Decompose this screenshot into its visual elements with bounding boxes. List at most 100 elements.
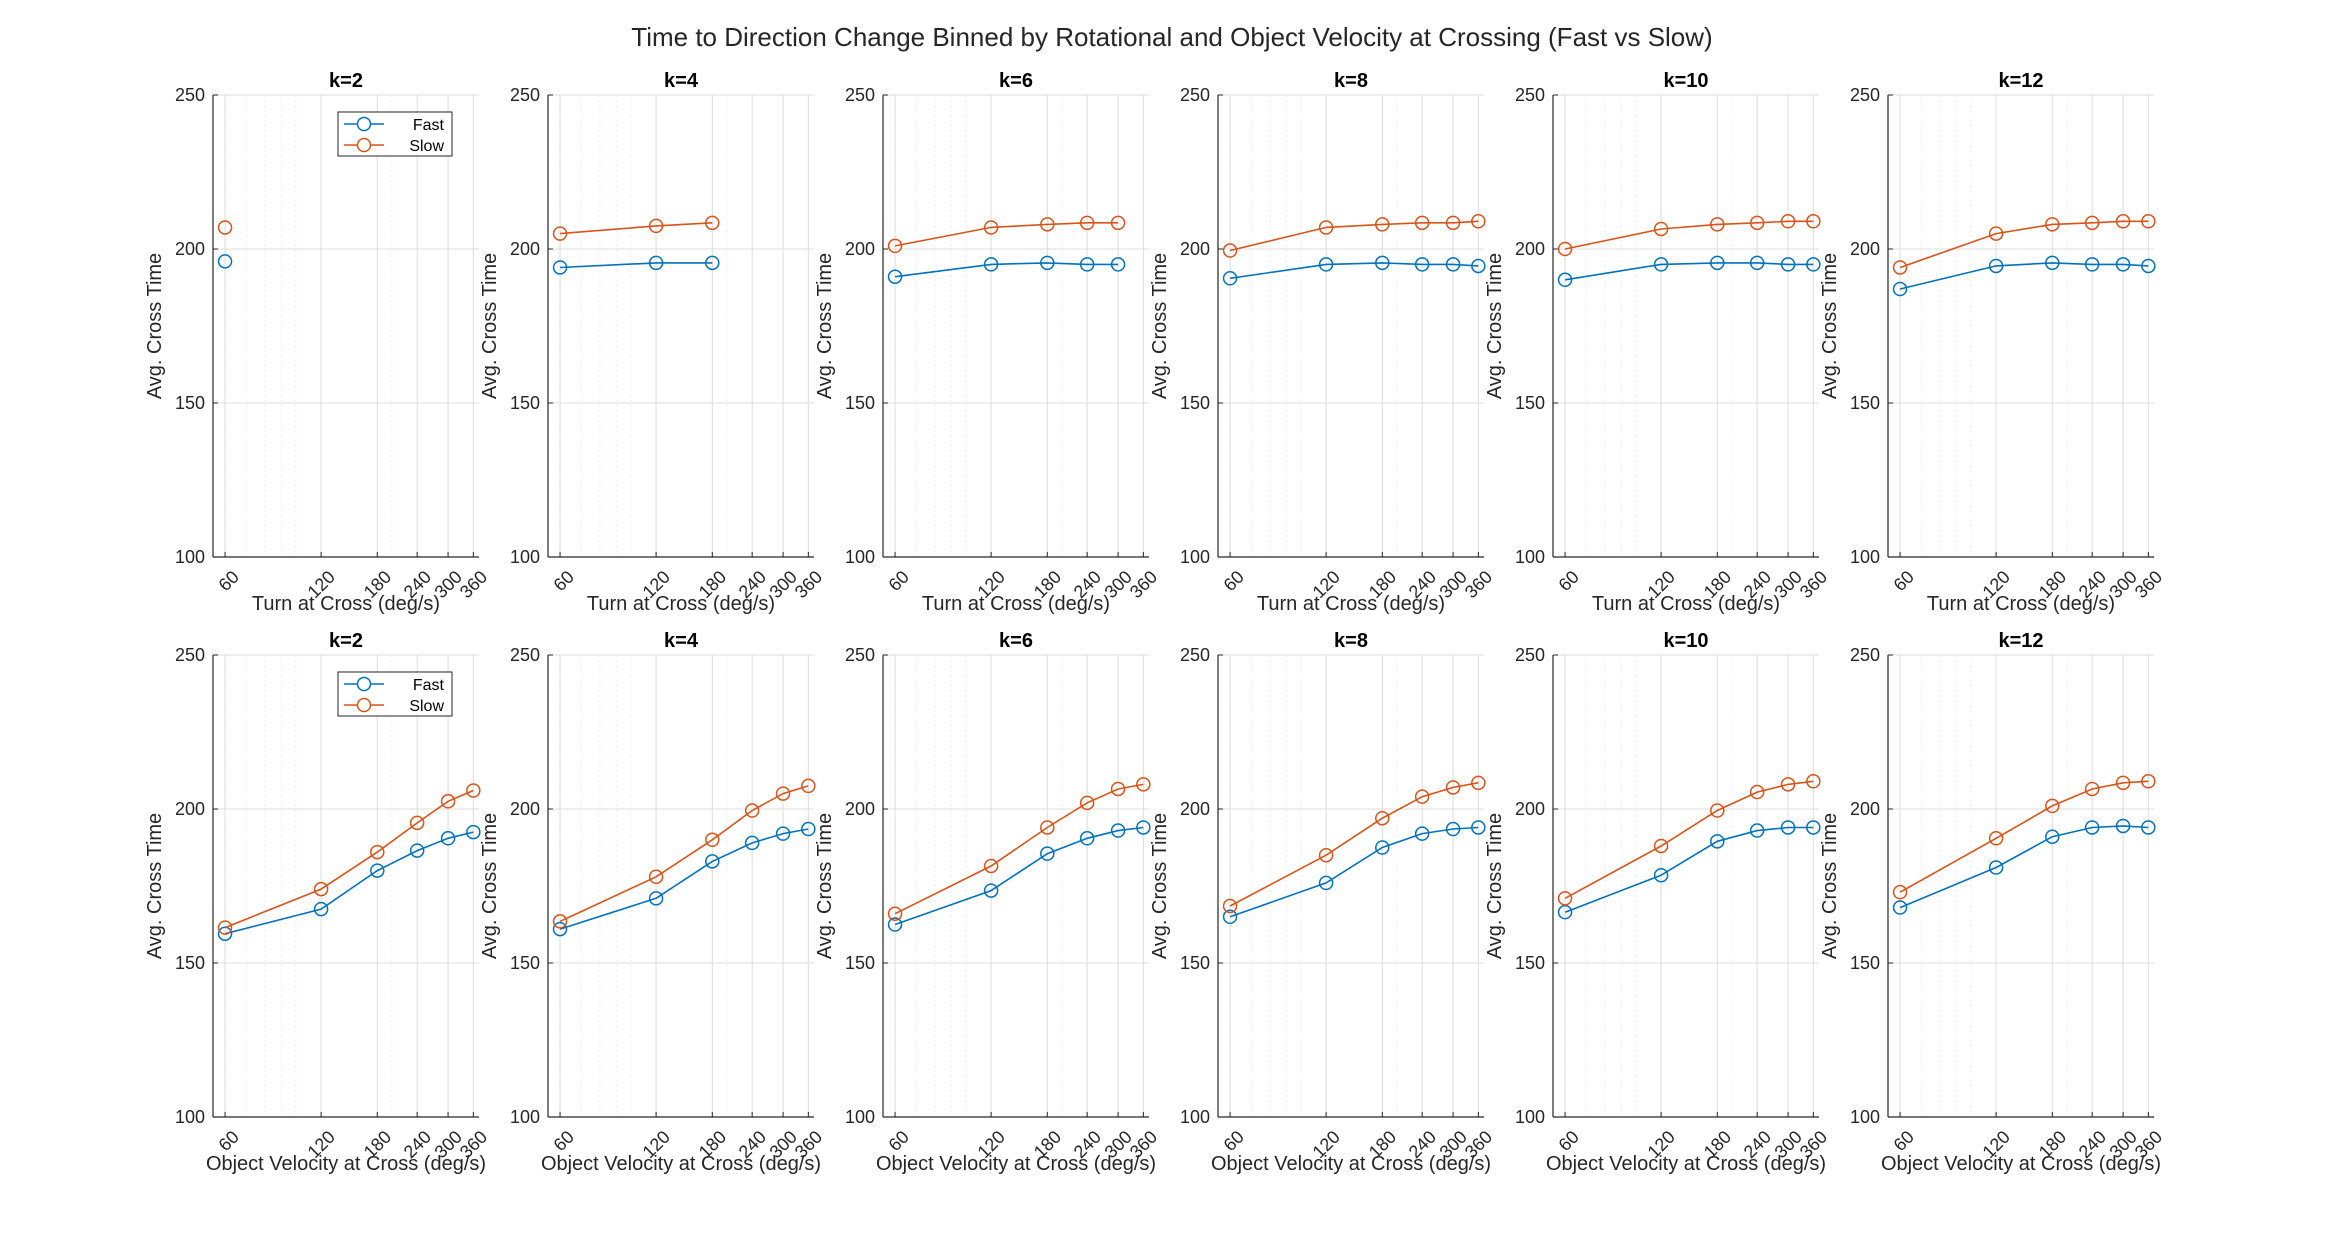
series-line-slow bbox=[559, 785, 809, 923]
y-tick-label: 150 bbox=[845, 393, 875, 413]
series-line-slow bbox=[1229, 782, 1479, 907]
x-axis-label: Object Velocity at Cross (deg/s) bbox=[876, 1153, 1156, 1175]
data-point-fast bbox=[1988, 860, 2004, 875]
data-point-slow bbox=[1445, 780, 1461, 795]
data-point-slow bbox=[1040, 217, 1055, 232]
y-tick-label: 150 bbox=[1850, 393, 1880, 413]
y-tick-label: 150 bbox=[1180, 393, 1210, 413]
data-point-slow bbox=[1988, 831, 2004, 846]
legend-marker-fast bbox=[356, 676, 372, 692]
x-tick-label: 60 bbox=[1890, 567, 1918, 595]
plot-area bbox=[883, 655, 1149, 1117]
data-point-fast bbox=[1988, 258, 2004, 274]
data-point-fast bbox=[1079, 257, 1095, 272]
data-point-fast bbox=[1375, 840, 1390, 855]
y-axis-label: Avg. Cross Time bbox=[1149, 253, 1171, 399]
data-point-fast bbox=[1318, 875, 1334, 891]
y-tick-label: 150 bbox=[510, 953, 540, 973]
data-point-fast bbox=[1222, 271, 1238, 286]
data-point-slow bbox=[217, 220, 233, 235]
x-axis-label: Turn at Cross (deg/s) bbox=[1592, 593, 1780, 615]
data-point-slow bbox=[1710, 217, 1725, 232]
figure-title: Time to Direction Change Binned by Rotat… bbox=[631, 22, 1713, 52]
x-tick-label: 360 bbox=[1461, 567, 1496, 602]
data-point-slow bbox=[1375, 217, 1390, 232]
subplot-title: k=8 bbox=[1334, 630, 1368, 652]
legend-box bbox=[337, 671, 453, 717]
data-point-fast bbox=[1806, 257, 1821, 272]
data-point-slow bbox=[1471, 214, 1486, 229]
y-tick-label: 250 bbox=[510, 645, 540, 665]
series-line-fast bbox=[1899, 262, 2149, 290]
data-point-slow bbox=[1780, 214, 1796, 229]
data-point-fast bbox=[1414, 826, 1430, 841]
data-point-fast bbox=[1414, 257, 1430, 272]
x-tick-label: 360 bbox=[2131, 567, 2166, 602]
data-point-fast bbox=[409, 843, 425, 858]
data-point-fast bbox=[1375, 255, 1390, 271]
data-point-fast bbox=[983, 883, 999, 898]
data-point-slow bbox=[887, 238, 903, 254]
subplot-title: k=2 bbox=[329, 630, 363, 652]
y-tick-label: 100 bbox=[510, 547, 540, 567]
data-point-fast bbox=[1780, 257, 1796, 272]
y-tick-label: 250 bbox=[175, 85, 205, 105]
data-point-slow bbox=[409, 815, 425, 831]
y-tick-label: 100 bbox=[1180, 547, 1210, 567]
data-point-fast bbox=[1079, 831, 1095, 846]
y-tick-label: 250 bbox=[1515, 645, 1545, 665]
data-point-slow bbox=[1318, 847, 1334, 863]
x-tick-label: 60 bbox=[1555, 1127, 1583, 1155]
data-point-slow bbox=[1222, 898, 1238, 914]
series-line-fast bbox=[1564, 262, 1814, 281]
data-point-slow bbox=[1892, 260, 1908, 275]
data-point-fast bbox=[1749, 823, 1765, 838]
x-tick-label: 60 bbox=[215, 567, 243, 595]
series-line-fast bbox=[560, 262, 713, 269]
data-point-fast bbox=[2045, 255, 2060, 271]
y-tick-label: 250 bbox=[845, 645, 875, 665]
data-point-slow bbox=[1414, 789, 1430, 804]
data-point-slow bbox=[2115, 775, 2131, 791]
plot-area bbox=[548, 95, 814, 557]
data-point-fast bbox=[1040, 846, 1055, 861]
x-axis-label: Object Velocity at Cross (deg/s) bbox=[1211, 1153, 1491, 1175]
y-axis-label: Avg. Cross Time bbox=[479, 813, 501, 959]
data-point-fast bbox=[370, 863, 385, 878]
x-tick-label: 60 bbox=[1890, 1127, 1918, 1155]
data-point-fast bbox=[887, 269, 903, 284]
data-point-slow bbox=[887, 906, 903, 921]
subplot-title: k=6 bbox=[999, 630, 1033, 652]
data-point-slow bbox=[1110, 215, 1126, 231]
y-axis-label: Avg. Cross Time bbox=[479, 253, 501, 399]
data-point-slow bbox=[2045, 798, 2060, 814]
data-point-slow bbox=[983, 220, 999, 235]
y-tick-label: 250 bbox=[1850, 85, 1880, 105]
y-tick-label: 100 bbox=[845, 1107, 875, 1127]
data-point-fast bbox=[1040, 255, 1055, 271]
data-point-fast bbox=[1471, 258, 1486, 274]
data-point-slow bbox=[1040, 820, 1055, 835]
x-tick-label: 60 bbox=[1220, 1127, 1248, 1155]
data-point-fast bbox=[466, 824, 481, 840]
x-tick-label: 360 bbox=[1126, 567, 1161, 602]
data-point-slow bbox=[2141, 214, 2156, 229]
y-tick-label: 100 bbox=[1850, 1107, 1880, 1127]
y-tick-label: 200 bbox=[175, 239, 205, 259]
y-tick-label: 150 bbox=[1180, 953, 1210, 973]
y-axis-label: Avg. Cross Time bbox=[814, 253, 836, 399]
y-tick-label: 150 bbox=[175, 393, 205, 413]
data-point-slow bbox=[1110, 781, 1126, 797]
y-tick-label: 250 bbox=[1180, 85, 1210, 105]
y-tick-label: 150 bbox=[1515, 953, 1545, 973]
series-line-fast bbox=[1229, 826, 1479, 918]
data-point-slow bbox=[801, 778, 816, 794]
